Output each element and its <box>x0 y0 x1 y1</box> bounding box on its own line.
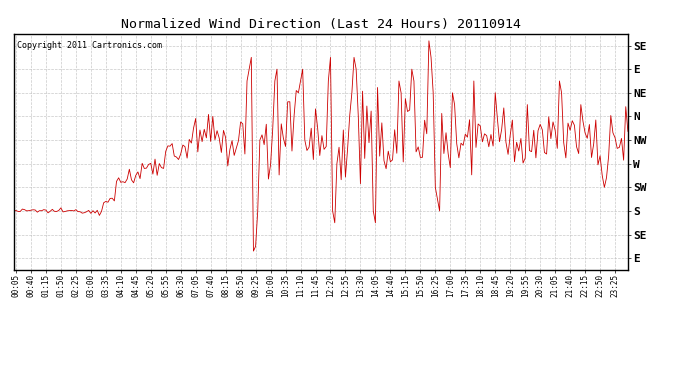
Text: Copyright 2011 Cartronics.com: Copyright 2011 Cartronics.com <box>17 41 162 50</box>
Title: Normalized Wind Direction (Last 24 Hours) 20110914: Normalized Wind Direction (Last 24 Hours… <box>121 18 521 31</box>
